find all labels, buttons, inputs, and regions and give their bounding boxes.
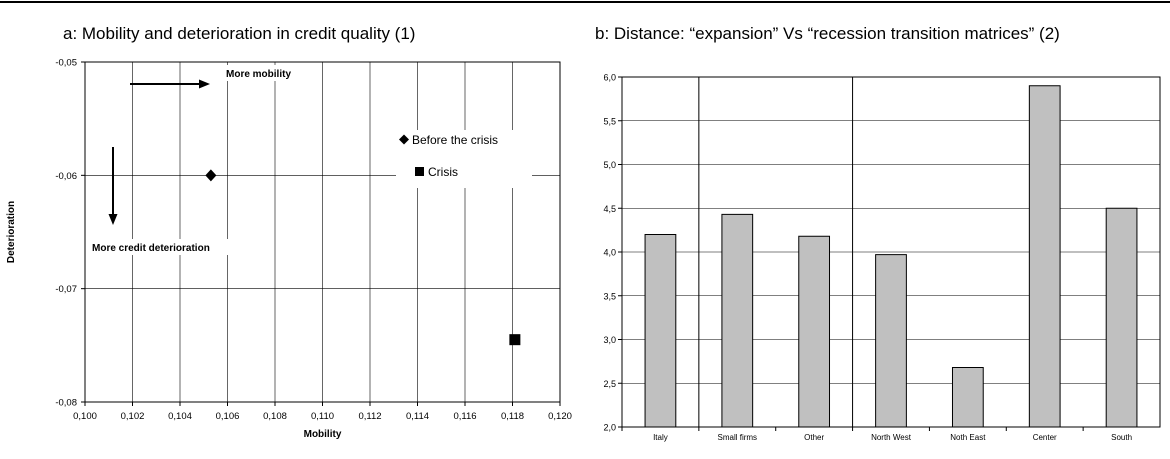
more-mobility-label: More mobility (226, 69, 291, 80)
x-tick-label: 0,120 (548, 411, 572, 422)
y-tick-label-b: 5,0 (603, 160, 616, 170)
x-tick-label: 0,114 (406, 411, 429, 422)
bar-south (1105, 207, 1138, 428)
x-tick-label: 0,116 (453, 411, 476, 422)
x-tick-label: 0,108 (263, 411, 287, 422)
category-label: Noth East (950, 433, 986, 442)
more-mobility-label-bg (224, 65, 308, 81)
y-tick-label: -0,08 (55, 398, 77, 409)
bar-north-west (875, 254, 907, 428)
y-tick-label-b: 2,0 (603, 423, 616, 433)
x-tick-label: 0,118 (501, 411, 524, 422)
more-deterioration-label: More credit deterioration (92, 243, 210, 254)
y-tick-label: -0,06 (55, 171, 77, 182)
legend-diamond-icon (399, 134, 409, 145)
category-label: North West (871, 433, 912, 442)
bar-italy (644, 234, 677, 428)
category-label: Other (804, 433, 824, 442)
category-label: South (1111, 433, 1132, 442)
y-tick-label-b: 4,5 (603, 204, 616, 214)
more-mobility-arrowhead (199, 79, 210, 89)
category-label: Italy (653, 433, 668, 442)
x-tick-label: 0,102 (121, 411, 145, 422)
legend-label-before-crisis: Before the crisis (412, 133, 498, 147)
top-rule (0, 1, 1170, 3)
x-axis-label: Mobility (304, 429, 342, 440)
bar-noth-east (951, 367, 984, 428)
bar-center (1028, 85, 1061, 428)
bar-small-firms (721, 213, 754, 428)
y-tick-label-b: 4,0 (603, 248, 616, 258)
x-tick-label: 0,104 (168, 411, 192, 422)
point-before-crisis (205, 169, 217, 182)
y-tick-label: -0,07 (55, 284, 77, 295)
bar-other (798, 235, 831, 428)
y-tick-label: -0,05 (55, 58, 77, 69)
x-tick-label: 0,110 (311, 411, 334, 422)
y-tick-label-b: 6,0 (603, 73, 616, 83)
more-deterioration-arrowhead (108, 214, 118, 225)
y-tick-label-b: 3,0 (603, 335, 616, 345)
y-tick-label-b: 5,5 (603, 116, 616, 126)
legend-label-crisis: Crisis (428, 165, 458, 179)
legend-square-icon (415, 167, 424, 176)
category-label: Center (1033, 433, 1057, 442)
y-tick-label-b: 2,5 (603, 379, 616, 389)
legend-box (396, 130, 532, 188)
y-axis-label: Deterioration (6, 201, 17, 263)
point-crisis (509, 334, 521, 346)
more-deterioration-label-bg (90, 239, 240, 255)
x-tick-label: 0,112 (358, 411, 381, 422)
panel-b-title: b: Distance: “expansion” Vs “recession t… (595, 24, 1060, 43)
y-tick-label-b: 3,5 (603, 291, 616, 301)
panel-a-title: a: Mobility and deterioration in credit … (63, 24, 416, 43)
chart-a-mobility-deterioration: 0,100 0,102 0,104 0,106 0,108 0,110 0,112 0,114… (6, 58, 572, 441)
x-tick-label: 0,100 (73, 411, 97, 422)
x-tick-label: 0,106 (216, 411, 240, 422)
category-label: Small firms (718, 433, 758, 442)
